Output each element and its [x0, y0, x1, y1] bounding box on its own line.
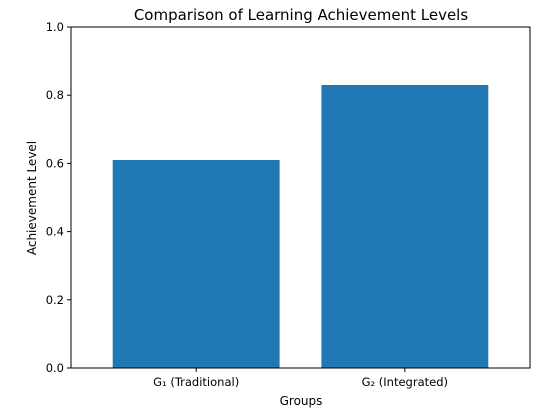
y-axis-label: Achievement Level: [25, 141, 39, 255]
x-tick-label: G₂ (Integrated): [362, 375, 448, 389]
y-tick-label: 0.8: [46, 88, 64, 102]
y-tick-label: 0.0: [46, 361, 64, 375]
bar-1: [112, 160, 280, 368]
plot-frame: [70, 26, 531, 369]
plot-area: G₁ (Traditional) G₂ (Integrated) 0.0 0.2 0.4…: [46, 20, 489, 389]
y-tick-label: 1.0: [46, 20, 64, 34]
y-tick-label: 0.6: [46, 156, 64, 170]
y-tick-label: 0.2: [46, 293, 64, 307]
y-tick-label: 0.4: [46, 225, 64, 239]
bar-2: [321, 85, 489, 368]
x-tick-label: G₁ (Traditional): [153, 375, 239, 389]
chart-title: Comparison of Learning Achievement Level…: [134, 6, 469, 24]
x-axis-label: Groups: [280, 394, 323, 408]
